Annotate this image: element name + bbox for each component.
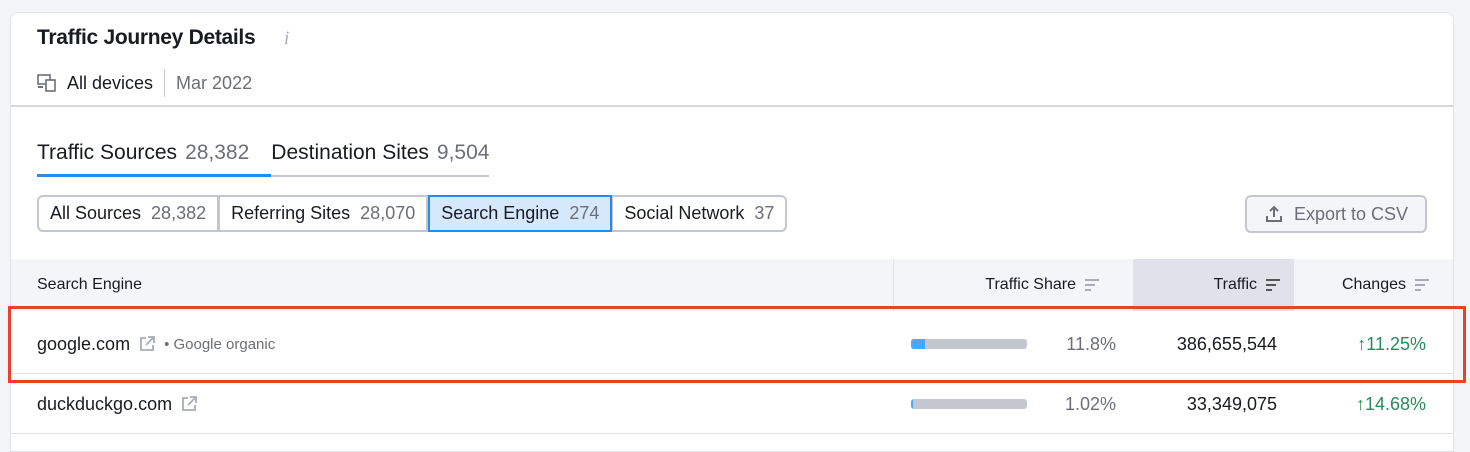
segment-label: Search Engine bbox=[441, 203, 560, 223]
tab-label: Destination Sites bbox=[271, 141, 429, 164]
source-type-filter: All Sources 28,382 Referring Sites 28,070 … bbox=[37, 195, 788, 232]
devices-icon bbox=[37, 74, 59, 92]
traffic-value: 386,655,544 bbox=[1176, 333, 1277, 354]
traffic-value: 33,349,075 bbox=[1186, 393, 1277, 414]
traffic-share-value: 1.02% bbox=[1064, 393, 1116, 414]
segment-count: 28,382 bbox=[151, 203, 207, 223]
segment-all-sources[interactable]: All Sources 28,382 bbox=[37, 195, 220, 232]
tab-traffic-sources[interactable]: Traffic Sources 28,382 bbox=[37, 141, 272, 177]
upload-icon bbox=[1265, 205, 1282, 222]
change-value: ↑ 11.25% bbox=[1357, 333, 1426, 354]
domain-link[interactable]: google.com bbox=[37, 333, 131, 354]
segment-referring-sites[interactable]: Referring Sites 28,070 bbox=[219, 195, 429, 232]
card-title: Traffic Journey Details bbox=[37, 26, 256, 49]
header-divider bbox=[11, 105, 1453, 107]
export-label: Export to CSV bbox=[1293, 203, 1409, 224]
traffic-share-value: 11.8% bbox=[1066, 333, 1116, 354]
table-row: google.com • Google organic 11.8% 386,65… bbox=[11, 314, 1453, 374]
traffic-journey-card: Traffic Journey Details i All devices Ma… bbox=[10, 12, 1454, 452]
segment-count: 274 bbox=[569, 203, 600, 223]
column-traffic[interactable]: Traffic bbox=[1133, 259, 1294, 311]
sort-icon[interactable] bbox=[1085, 276, 1099, 294]
tab-label: Traffic Sources bbox=[37, 141, 178, 164]
traffic-share-bar bbox=[911, 339, 1027, 349]
tab-count: 28,382 bbox=[185, 141, 250, 164]
traffic-share-bar bbox=[911, 399, 1027, 409]
tab-destination-sites[interactable]: Destination Sites 9,504 bbox=[271, 141, 489, 175]
segment-search-engine[interactable]: Search Engine 274 bbox=[428, 195, 613, 232]
export-csv-button[interactable]: Export to CSV bbox=[1245, 195, 1427, 233]
external-link-icon[interactable] bbox=[180, 395, 198, 413]
tab-count: 9,504 bbox=[436, 141, 490, 164]
external-link-icon[interactable] bbox=[138, 335, 156, 353]
sort-icon[interactable] bbox=[1266, 276, 1280, 294]
table-row: duckduckgo.com 1.02% 33,349,075 ↑ 14.68% bbox=[11, 374, 1453, 434]
column-search-engine: Search Engine bbox=[37, 276, 142, 293]
column-changes[interactable]: Changes bbox=[1342, 259, 1429, 311]
segment-count: 37 bbox=[754, 203, 775, 223]
highlight-box bbox=[8, 306, 1466, 383]
column-divider bbox=[893, 259, 894, 311]
segment-social-network[interactable]: Social Network 37 bbox=[612, 195, 788, 232]
divider bbox=[164, 69, 166, 97]
date-label[interactable]: Mar 2022 bbox=[176, 72, 253, 93]
table-header: Search Engine Traffic Share Traffic Chan… bbox=[11, 259, 1453, 311]
change-value: ↑ 14.68% bbox=[1355, 393, 1426, 414]
filter-meta: All devices Mar 2022 bbox=[37, 69, 252, 97]
info-icon[interactable]: i bbox=[284, 28, 290, 49]
segment-label: Social Network bbox=[624, 203, 745, 223]
segment-label: All Sources bbox=[50, 203, 142, 223]
segment-label: Referring Sites bbox=[231, 203, 351, 223]
sort-icon[interactable] bbox=[1415, 276, 1429, 294]
column-traffic-share[interactable]: Traffic Share bbox=[985, 259, 1099, 311]
tabs: Traffic Sources 28,382 Destination Sites 9… bbox=[37, 141, 490, 177]
domain-link[interactable]: duckduckgo.com bbox=[37, 393, 173, 414]
device-filter[interactable]: All devices bbox=[67, 72, 154, 93]
segment-count: 28,070 bbox=[360, 203, 416, 223]
source-subtype: • Google organic bbox=[164, 335, 276, 353]
